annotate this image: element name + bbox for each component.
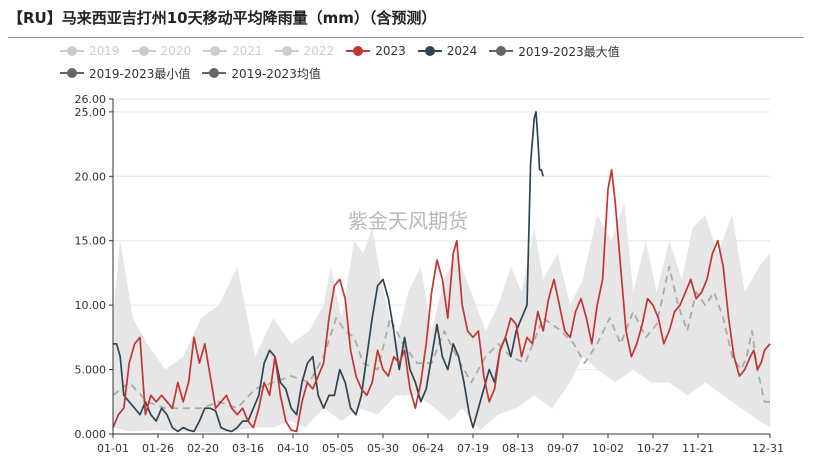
x-tick-label: 05-30 (367, 442, 399, 455)
legend-item-5[interactable]: 2024 (417, 40, 478, 62)
legend-label: 2022 (303, 44, 335, 58)
legend-item-7[interactable]: 2019-2023最小值 (60, 62, 190, 84)
legend-marker-icon (346, 45, 371, 57)
legend-item-8[interactable]: 2019-2023均值 (202, 62, 321, 84)
y-tick-label: 25.00 (75, 106, 107, 119)
series-line-2024 (113, 111, 545, 433)
chart-title: 【RU】马来西亚吉打州10天移动平均降雨量（mm）（含预测） (8, 9, 437, 27)
x-tick-label: 07-19 (457, 442, 489, 455)
y-tick-label: 10.00 (75, 299, 107, 312)
x-tick-label: 05-05 (322, 442, 354, 455)
x-tick-label: 10-27 (637, 442, 669, 455)
series-line-2019-2023均值 (112, 265, 770, 410)
x-tick-label: 08-13 (502, 442, 534, 455)
x-tick-label: 01-26 (142, 442, 174, 455)
y-tick-label: 26.00 (75, 93, 107, 106)
max-min-band (113, 202, 770, 433)
legend-marker-icon (417, 45, 442, 57)
x-tick-label: 11-21 (682, 442, 714, 455)
legend-marker-icon (203, 45, 228, 57)
legend-item-6[interactable]: 2019-2023最大值 (489, 40, 620, 62)
x-tick-label: 04-10 (277, 442, 309, 455)
x-tick-label: 09-07 (547, 442, 579, 455)
legend-label: 2019-2023最小值 (89, 66, 191, 81)
x-tick-label: 02-20 (187, 442, 219, 455)
legend-label: 2019 (89, 44, 120, 58)
legend-item-4[interactable]: 2023 (346, 40, 406, 62)
legend-marker-icon (131, 45, 156, 57)
series-line-2023 (112, 169, 771, 433)
legend-marker-icon (60, 45, 84, 57)
legend-item-0[interactable]: 2019 (60, 40, 120, 62)
x-tick-label: 12-31 (752, 442, 784, 455)
legend-label: 2019-2023均值 (231, 66, 321, 81)
legend-label: 2020 (160, 44, 192, 58)
legend: 2019 2020 2021 2022 2023 2024 2019-2023最大值 2019… (60, 40, 760, 84)
x-tick-label: 01-01 (97, 442, 129, 455)
legend-marker-icon (274, 45, 299, 57)
watermark: 紫金天风期货 (348, 209, 468, 233)
legend-marker-icon (60, 67, 84, 79)
y-tick-label: 20.00 (75, 170, 107, 183)
legend-item-3[interactable]: 2022 (274, 40, 335, 62)
title-divider (8, 37, 804, 38)
legend-label: 2019-2023最大值 (518, 44, 620, 59)
x-tick-label: 03-16 (232, 442, 264, 455)
y-tick-label: 5.000 (75, 364, 107, 377)
legend-label: 2023 (375, 44, 406, 58)
legend-label: 2021 (232, 44, 263, 58)
legend-marker-icon (489, 45, 514, 57)
legend-item-2[interactable]: 2021 (203, 40, 263, 62)
x-tick-label: 06-24 (412, 442, 444, 455)
y-tick-label: 15.00 (75, 235, 107, 248)
x-tick-label: 10-02 (592, 442, 624, 455)
legend-marker-icon (202, 67, 227, 79)
y-tick-label: 0.000 (75, 428, 107, 441)
legend-item-1[interactable]: 2020 (131, 40, 192, 62)
legend-label: 2024 (446, 44, 478, 58)
